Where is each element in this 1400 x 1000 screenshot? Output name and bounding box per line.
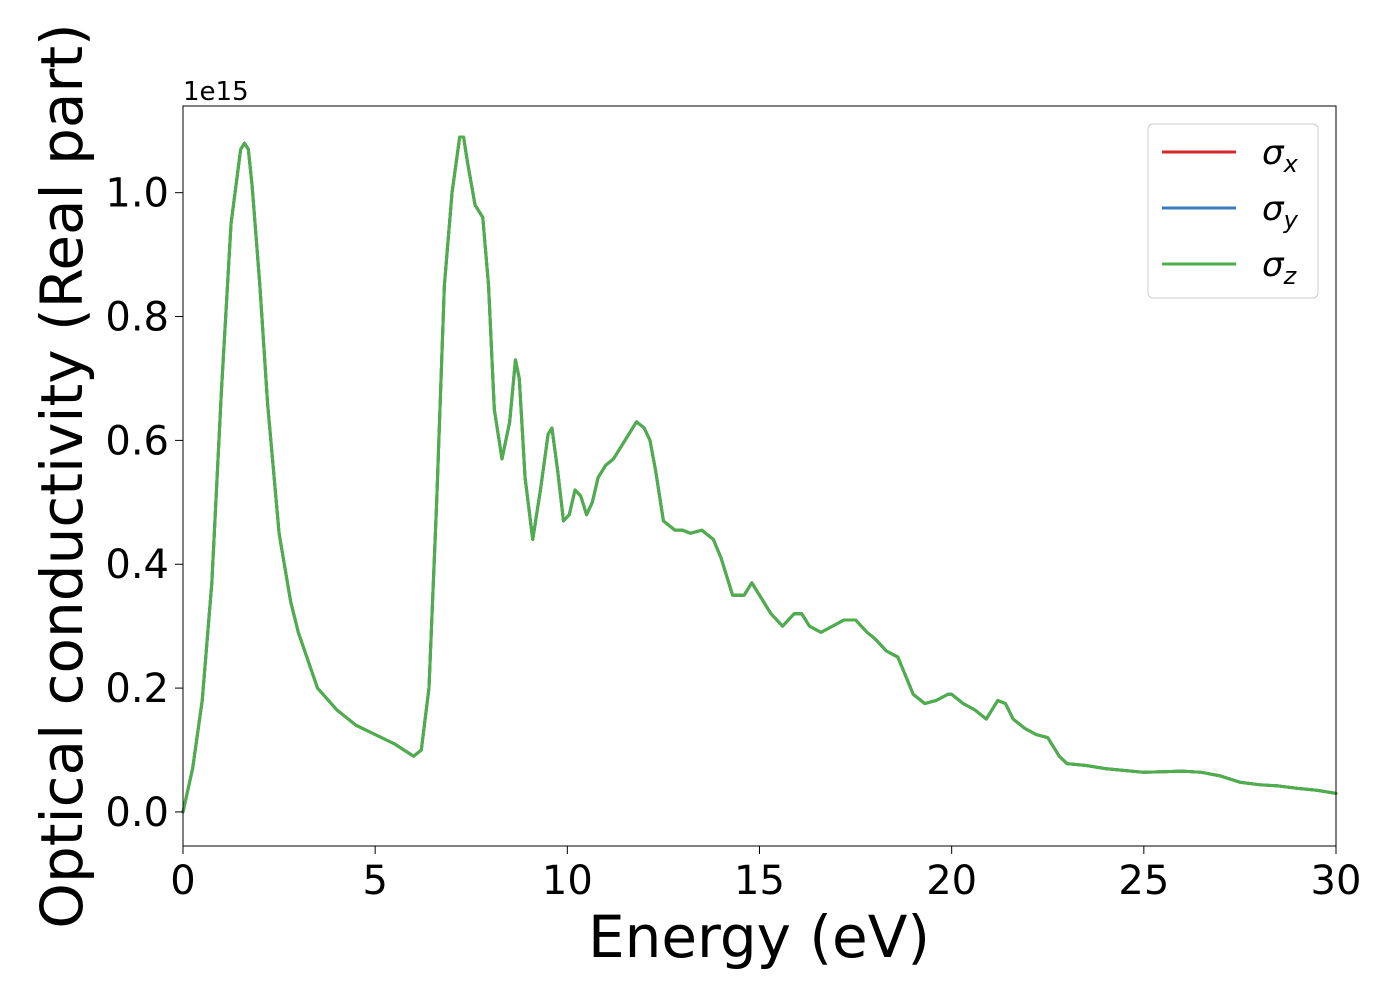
plot-area	[183, 106, 1336, 846]
series-layer	[181, 135, 1338, 814]
x-tick-label: 5	[362, 858, 387, 904]
x-tick-label: 15	[734, 858, 785, 904]
legend-box	[1147, 123, 1319, 299]
y-tick-label: 0.4	[105, 542, 169, 588]
y-offset-label: 1e15	[183, 77, 249, 107]
y-axis-ticks: 0.0 0.2 0.4 0.6 0.8 1.0	[105, 171, 183, 836]
legend-label-x: σx	[1262, 133, 1299, 178]
y-tick-label: 0.6	[105, 418, 169, 464]
x-tick-label: 30	[1311, 858, 1362, 904]
legend: σx σy σz	[1147, 123, 1319, 299]
x-axis-ticks: 0 5 10 15 20 25 30	[170, 846, 1361, 904]
x-tick-label: 10	[542, 858, 593, 904]
x-tick-label: 25	[1118, 858, 1169, 904]
x-tick-label: 20	[926, 858, 977, 904]
legend-label-y: σy	[1262, 189, 1299, 234]
y-tick-label: 0.0	[105, 790, 169, 836]
y-tick-label: 1.0	[105, 171, 169, 217]
y-axis-title: Optical conductivity (Real part)	[28, 23, 96, 928]
x-tick-label: 0	[170, 858, 195, 904]
y-tick-label: 0.8	[105, 295, 169, 341]
legend-label-z: σz	[1262, 245, 1298, 290]
series-line-2	[181, 135, 1338, 814]
x-axis-title: Energy (eV)	[588, 903, 930, 971]
y-tick-label: 0.2	[105, 666, 169, 712]
